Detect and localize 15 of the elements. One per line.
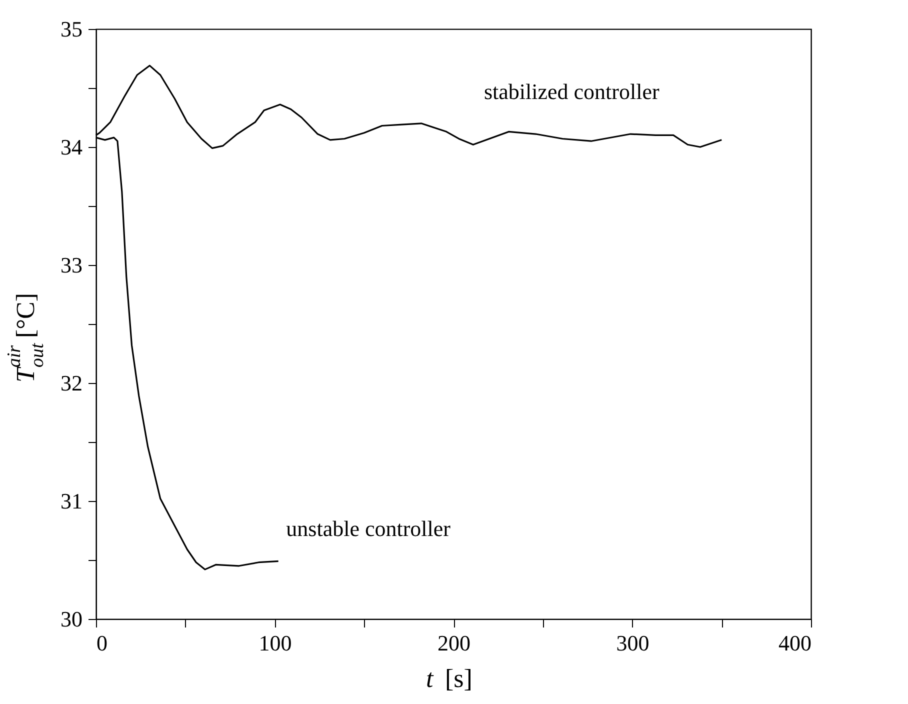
- y-tick-label: 30: [60, 606, 82, 632]
- x-tick-label: 100: [258, 630, 292, 656]
- x-tick-label: 400: [778, 630, 812, 656]
- x-tick-label: 200: [438, 630, 470, 656]
- series-label: unstable controller: [286, 516, 452, 542]
- x-axis-title: t [s]: [426, 664, 472, 693]
- y-tick-label: 31: [60, 488, 82, 514]
- y-tick-label: 35: [60, 16, 82, 42]
- y-tick-label: 32: [60, 370, 82, 396]
- x-tick-label: 0: [96, 630, 108, 656]
- y-tick-label: 33: [60, 252, 82, 278]
- x-tick-label: 300: [616, 630, 650, 656]
- y-axis-title: Toutair [°C]: [4, 292, 48, 382]
- y-tick-label: 34: [60, 134, 82, 160]
- series-label: stabilized controller: [484, 78, 660, 104]
